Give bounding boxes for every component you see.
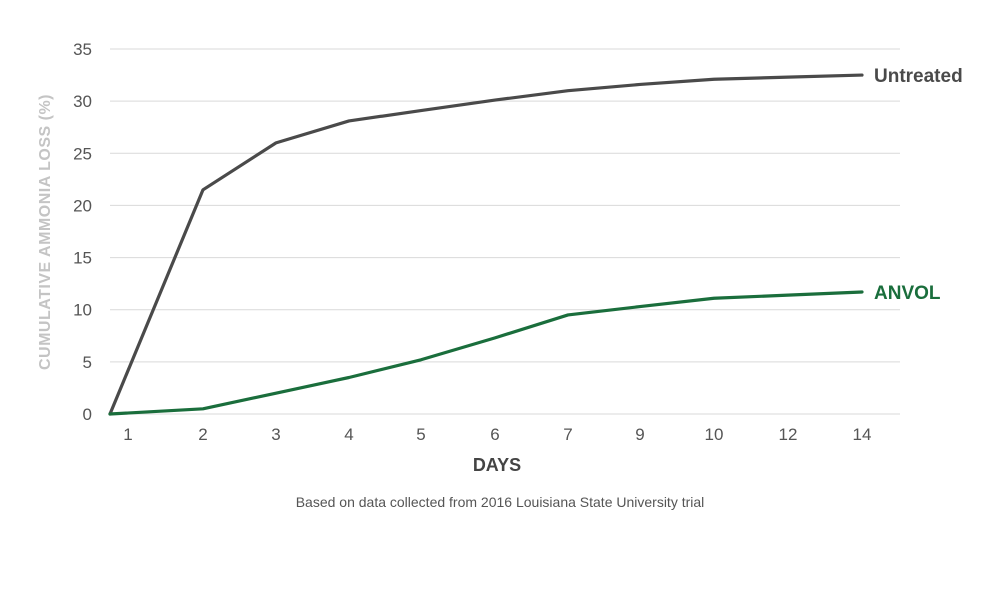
y-tick-label-10: 10: [73, 301, 92, 320]
y-tick-label-30: 30: [73, 92, 92, 111]
y-axis-label: CUMULATIVE AMMONIA LOSS (%): [37, 94, 54, 370]
series-lines: [108, 73, 864, 416]
x-tick-label-1: 1: [123, 425, 132, 444]
series-label-untreated: Untreated: [874, 66, 963, 87]
x-tick-label-10: 10: [705, 425, 724, 444]
series-label-anvol: ANVOL: [874, 283, 941, 304]
y-tick-label-0: 0: [83, 405, 92, 424]
series-labels: Untreated ANVOL: [874, 66, 963, 304]
x-tick-label-4: 4: [344, 425, 353, 444]
x-tick-labels: 1 2 3 4 5 6 7 9 10 12 14: [123, 425, 871, 444]
x-tick-label-3: 3: [271, 425, 280, 444]
gridlines: [110, 48, 900, 415]
x-tick-label-6: 6: [490, 425, 499, 444]
source-caption: Based on data collected from 2016 Louisi…: [295, 494, 705, 510]
x-axis-label: DAYS: [473, 455, 521, 475]
x-tick-label-7: 7: [563, 425, 572, 444]
x-tick-label-9: 9: [635, 425, 644, 444]
x-tick-label-14: 14: [853, 425, 872, 444]
x-tick-label-12: 12: [779, 425, 798, 444]
y-tick-label-20: 20: [73, 196, 92, 215]
x-tick-label-2: 2: [198, 425, 207, 444]
y-tick-label-5: 5: [83, 353, 92, 372]
y-tick-label-15: 15: [73, 249, 92, 268]
series-line-anvol: [108, 290, 864, 416]
x-tick-label-5: 5: [416, 425, 425, 444]
y-tick-labels: 0 5 10 15 20 25 30 35: [73, 40, 92, 424]
y-tick-label-25: 25: [73, 144, 92, 163]
y-tick-label-35: 35: [73, 40, 92, 59]
series-line-untreated: [108, 73, 864, 416]
